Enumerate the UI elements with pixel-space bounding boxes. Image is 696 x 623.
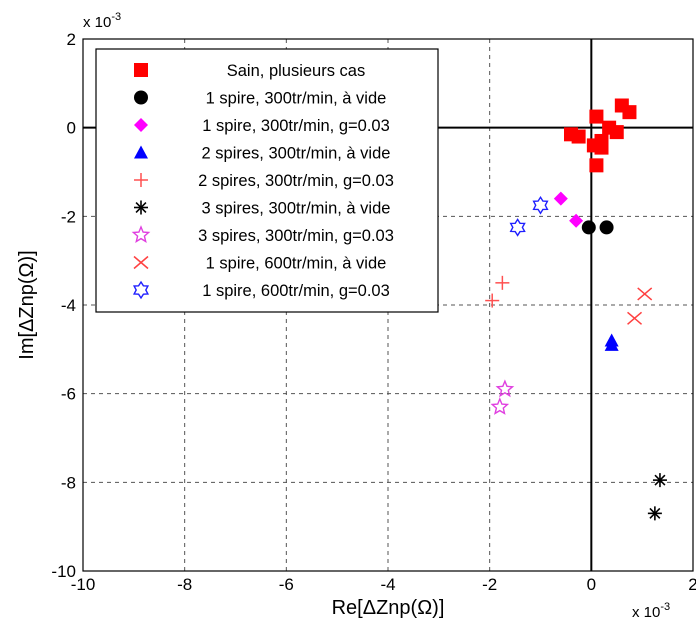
legend-label: 1 spire, 300tr/min, à vide xyxy=(206,90,387,108)
legend-label: 1 spire, 600tr/min, à vide xyxy=(206,255,387,273)
data-point xyxy=(581,220,596,235)
x-stroke-2 xyxy=(637,287,653,301)
data-point xyxy=(637,287,653,301)
x-stroke-2 xyxy=(133,255,149,270)
data-point xyxy=(609,125,624,140)
data-point xyxy=(604,337,619,351)
legend-label: 1 spire, 300tr/min, g=0.03 xyxy=(202,117,390,135)
x-tick-label: -6 xyxy=(279,575,294,594)
legend-label: 2 spires, 300tr/min, à vide xyxy=(202,145,391,163)
data-points xyxy=(485,98,667,521)
data-point xyxy=(589,109,604,124)
x-axis-label: Re[ΔZnp(Ω)] xyxy=(332,597,445,619)
legend-marker xyxy=(132,280,150,300)
legend-marker xyxy=(134,145,148,159)
legend-marker xyxy=(134,63,148,77)
x-tick-label: -8 xyxy=(177,575,192,594)
x-tick-label: -4 xyxy=(380,575,395,594)
data-point xyxy=(532,195,549,215)
x-tick-label: 0 xyxy=(587,575,596,594)
tick-labels: -10 -8 -6 -4 -2 0 2 -10 -8 -6 -4 -2 0 2 xyxy=(51,30,696,594)
y-tick-label: -2 xyxy=(61,207,76,226)
legend-marker xyxy=(134,173,148,187)
y-tick-label: -10 xyxy=(51,562,76,581)
data-point xyxy=(569,213,584,228)
x-tick-label: -10 xyxy=(71,575,96,594)
data-point xyxy=(495,379,515,398)
x-stroke-2 xyxy=(627,311,643,325)
y-tick-label: -6 xyxy=(61,385,76,404)
legend-label: 2 spires, 300tr/min, g=0.03 xyxy=(198,172,394,190)
asterisk-arm xyxy=(654,474,666,486)
y-axis-label: Im[ΔZnp(Ω)] xyxy=(16,250,38,359)
asterisk-arm xyxy=(135,201,147,214)
legend-label: Sain, plusieurs cas xyxy=(227,62,366,80)
y-tick-label: -4 xyxy=(61,296,76,315)
data-point xyxy=(647,506,662,521)
y-tick-label: 2 xyxy=(67,30,76,49)
legend-marker xyxy=(134,90,148,105)
legend: Sain, plusieurs cas 1 spire, 300tr/min, à… xyxy=(95,48,439,313)
asterisk-arm xyxy=(649,507,661,519)
data-point xyxy=(509,218,526,237)
legend-marker xyxy=(134,118,148,132)
data-point xyxy=(490,397,510,415)
legend-marker xyxy=(131,225,151,243)
data-point xyxy=(485,293,500,308)
data-point xyxy=(589,158,604,173)
x-exponent-label: x 10-3 xyxy=(632,601,670,621)
legend-label: 1 spire, 600tr/min, g=0.03 xyxy=(202,282,390,300)
data-point xyxy=(652,473,667,488)
legend-label: 3 spires, 300tr/min, à vide xyxy=(202,200,391,218)
data-point xyxy=(571,129,586,144)
data-point xyxy=(599,220,614,235)
legend-label: 3 spires, 300tr/min, g=0.03 xyxy=(198,227,394,245)
x-tick-label: 2 xyxy=(688,575,696,594)
data-point xyxy=(622,105,637,120)
plot-frame xyxy=(82,38,694,572)
data-point xyxy=(627,311,643,325)
legend-marker xyxy=(133,255,149,270)
data-point xyxy=(553,191,568,206)
y-exponent-label: x 10-3 xyxy=(83,11,121,31)
legend-marker xyxy=(134,200,148,215)
data-point xyxy=(495,275,510,290)
legend-box xyxy=(95,48,439,313)
x-tick-label: -2 xyxy=(482,575,497,594)
data-point xyxy=(594,140,609,155)
y-tick-label: 0 xyxy=(67,119,76,138)
y-tick-label: -8 xyxy=(61,473,76,492)
